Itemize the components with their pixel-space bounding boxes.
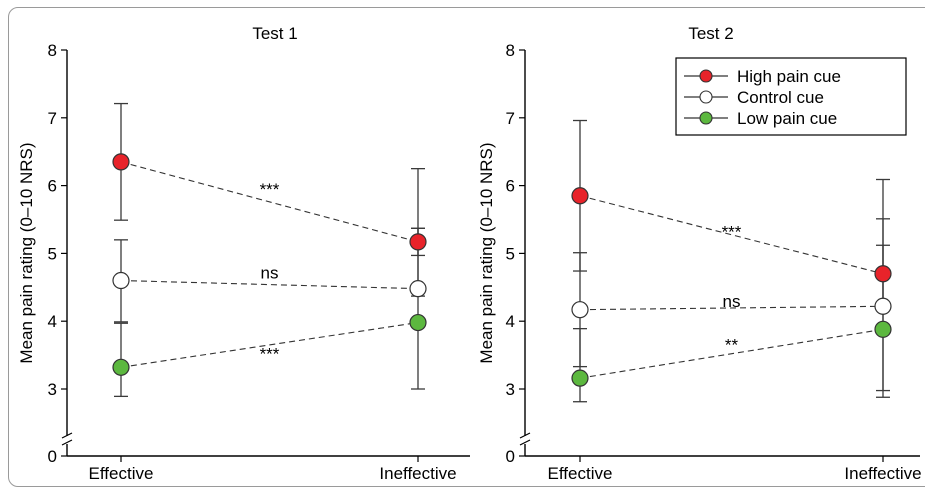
significance-label: ** <box>725 335 739 354</box>
data-point-low-pain-cue <box>409 313 427 332</box>
legend-label: High pain cue <box>737 67 841 86</box>
data-point-high-pain-cue <box>571 187 589 205</box>
data-point-low-pain-cue <box>874 320 892 338</box>
y-axis-label: Mean pain rating (0–10 NRS) <box>477 142 496 363</box>
y-tick-label: 5 <box>48 244 57 263</box>
y-tick-label: 7 <box>506 109 515 128</box>
chart-panel-1: Test 1 Mean pain rating (0–10 NRS) 0 3 4 5 6 7 8… <box>17 24 470 483</box>
legend: High pain cue Control cue Low pain cue <box>675 57 907 136</box>
x-tick-label: Effective <box>548 464 613 483</box>
legend-marker <box>699 90 713 104</box>
y-tick-label: 8 <box>506 41 515 60</box>
y-tick-label: 3 <box>506 380 515 399</box>
data-point-control-cue <box>874 297 892 315</box>
y-tick-label: 4 <box>506 312 515 331</box>
x-tick-label: Ineffective <box>379 464 456 483</box>
series-line-high-pain-cue <box>120 161 419 243</box>
data-point-low-pain-cue <box>571 369 589 387</box>
x-tick-label: Ineffective <box>844 464 921 483</box>
y-tick-label: 7 <box>48 109 57 128</box>
y-tick-label: 8 <box>48 41 57 60</box>
axis-break-mark <box>519 432 531 439</box>
data-point-high-pain-cue <box>874 265 892 283</box>
axis-break-mark <box>61 432 73 439</box>
data-point-high-pain-cue <box>112 153 130 171</box>
significance-label: *** <box>260 345 280 364</box>
y-tick-label: 5 <box>506 244 515 263</box>
y-axis-label: Mean pain rating (0–10 NRS) <box>17 142 36 363</box>
y-tick-label: 6 <box>48 177 57 196</box>
chart-title: Test 2 <box>688 24 733 43</box>
y-tick-label: 0 <box>48 447 57 466</box>
significance-label: *** <box>722 223 742 242</box>
legend-label: Control cue <box>737 88 824 107</box>
significance-label: ns <box>261 263 279 282</box>
significance-label: ns <box>723 292 741 311</box>
data-point-low-pain-cue <box>112 358 130 376</box>
series-line-low-pain-cue <box>120 322 419 368</box>
y-tick-label: 6 <box>506 177 515 196</box>
legend-label: Low pain cue <box>737 109 837 128</box>
data-point-control-cue <box>571 301 589 319</box>
series-line-high-pain-cue <box>579 195 884 275</box>
axis-break-mark <box>519 439 531 446</box>
series-line-low-pain-cue <box>579 328 884 379</box>
legend-marker <box>699 69 713 83</box>
significance-label: *** <box>260 180 280 199</box>
data-point-control-cue <box>409 280 427 298</box>
legend-marker <box>699 111 713 125</box>
data-point-control-cue <box>112 271 130 290</box>
chart-panel-2: Test 2 Mean pain rating (0–10 NRS) 0 3 4 5 6 7 8… <box>477 24 922 483</box>
y-tick-label: 3 <box>48 380 57 399</box>
y-tick-label: 4 <box>48 312 57 331</box>
data-point-high-pain-cue <box>409 233 427 251</box>
x-tick-label: Effective <box>89 464 154 483</box>
series-line-control-cue <box>579 305 884 311</box>
axis-break-mark <box>61 439 73 446</box>
chart-title: Test 1 <box>252 24 297 43</box>
y-tick-label: 0 <box>506 447 515 466</box>
